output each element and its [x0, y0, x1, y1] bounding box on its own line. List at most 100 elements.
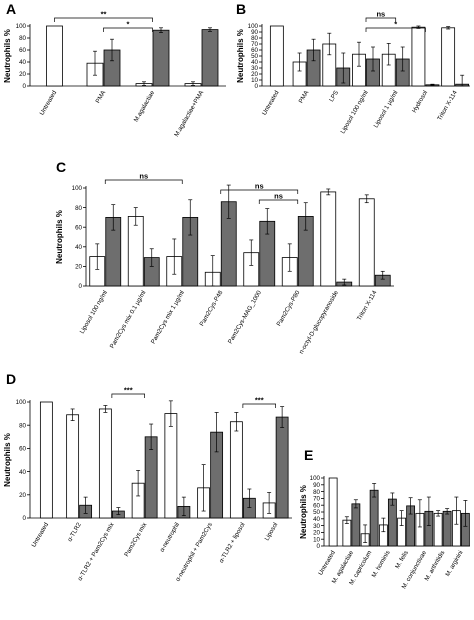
bar-white — [441, 27, 456, 87]
bar-gray — [351, 503, 361, 547]
bar-gray — [387, 498, 397, 547]
bar-gray — [442, 510, 452, 547]
y-tick-label: 30 — [251, 65, 258, 72]
y-tick-label: 70 — [313, 496, 320, 503]
y-tick-label: 0 — [79, 283, 83, 290]
y-tick-label: 60 — [19, 446, 26, 453]
significance-label: *** — [124, 386, 133, 395]
significance-label: ns — [274, 192, 283, 201]
category-label: α-neutrophil — [159, 522, 181, 554]
category-label: Pam2Cys mix 0.1 µg/ml — [109, 290, 148, 350]
category-label: α-TLR2 + Pam2Cys mix — [77, 521, 117, 582]
y-tick-label: 20 — [19, 71, 26, 78]
category-label: α-neutrophil + Pam2Cys — [174, 522, 213, 583]
bar-white — [433, 512, 443, 547]
category-label: M. arginini — [444, 550, 464, 578]
y-tick-label: 40 — [19, 469, 26, 476]
significance-label: ns — [376, 10, 385, 19]
panel-letter: A — [6, 1, 16, 17]
y-tick-label: 80 — [19, 422, 26, 429]
category-label: n-octyl-D-glucopyranoside — [298, 289, 340, 355]
panel-letter: E — [304, 447, 313, 463]
category-label: M.agalactiae — [133, 89, 157, 123]
significance-label: * — [394, 20, 397, 29]
y-tick-label: 40 — [19, 59, 26, 66]
y-tick-label: 80 — [75, 205, 82, 212]
y-tick-label: 10 — [251, 77, 258, 84]
y-axis-label: Neutrophils % — [3, 29, 12, 83]
significance-bracket — [104, 179, 183, 184]
y-tick-label: 100 — [310, 475, 321, 482]
y-tick-label: 50 — [313, 509, 320, 516]
significance-label: *** — [255, 396, 264, 405]
y-tick-label: 10 — [313, 536, 320, 543]
y-tick-label: 40 — [313, 516, 320, 523]
y-tick-label: 40 — [251, 59, 258, 66]
y-tick-label: 60 — [251, 47, 258, 54]
y-tick-label: 50 — [251, 53, 258, 60]
bar-white — [164, 413, 178, 519]
panel-a: A Neutrophils % 0 20 40 60 80 100 Untreated PMA M.… — [3, 1, 226, 138]
category-label: PMA — [298, 89, 311, 105]
category-label: Pam2Cys mix — [123, 521, 149, 558]
y-tick-label: 0 — [255, 83, 259, 90]
significance-bracket — [54, 17, 153, 22]
significance-bracket — [111, 393, 145, 398]
bar-white — [342, 519, 352, 547]
y-tick-label: 80 — [313, 489, 320, 496]
category-label: α-TLR2 — [66, 521, 83, 543]
significance-bracket — [242, 403, 276, 408]
y-tick-label: 20 — [75, 264, 82, 271]
y-tick-label: 0 — [317, 543, 321, 550]
category-label: Untreated — [261, 89, 281, 117]
y-tick-label: 20 — [313, 530, 320, 537]
y-tick-label: 100 — [248, 23, 259, 30]
y-tick-label: 40 — [75, 244, 82, 251]
y-axis-label: Neutrophils % — [236, 29, 245, 83]
bar-white — [98, 408, 112, 519]
y-tick-label: 90 — [313, 482, 320, 489]
panel-d: D Neutrophils % 0 20 40 60 80 100 Untreated α-TLR… — [3, 371, 292, 583]
y-tick-label: 100 — [72, 185, 83, 192]
bar-white — [269, 25, 284, 87]
y-tick-label: 60 — [19, 47, 26, 54]
bar-white — [411, 26, 426, 87]
category-label: Pam2Cys-P80 — [275, 289, 301, 328]
bar-white — [46, 25, 63, 87]
category-label: Triton X-114 — [436, 89, 459, 122]
bar-gray — [369, 489, 379, 547]
y-axis-label: Neutrophils % — [3, 433, 12, 487]
significance-label: * — [127, 20, 130, 29]
significance-label: ns — [139, 172, 148, 181]
y-tick-label: 80 — [251, 35, 258, 42]
significance-label: ** — [101, 10, 107, 19]
y-axis-label: Neutrophils % — [55, 210, 64, 264]
y-axis-label: Neutrophils % — [299, 485, 308, 539]
y-tick-label: 80 — [19, 35, 26, 42]
y-tick-label: 0 — [23, 83, 27, 90]
bar-white — [358, 198, 375, 287]
category-label: M. hominis — [371, 550, 392, 579]
category-label: Untreated — [317, 549, 337, 577]
y-tick-label: 20 — [19, 492, 26, 499]
category-label: Untreated — [39, 89, 59, 117]
bar-gray — [201, 29, 219, 87]
y-tick-label: 60 — [313, 502, 320, 509]
bar-white — [328, 477, 338, 547]
category-label: Hydrosol — [411, 90, 429, 115]
category-label: α-TLR2 + liposol — [218, 522, 247, 565]
category-label: LPS — [328, 90, 340, 104]
category-label: Liposol 100 ng/ml — [79, 290, 109, 336]
significance-bracket — [103, 27, 153, 32]
category-label: Pam2Cys-MAG_1000 — [227, 289, 263, 345]
bar-white — [127, 216, 144, 287]
bar-white — [229, 421, 243, 519]
category-label: M.agalactiae+PMA — [173, 89, 206, 138]
significance-bracket — [258, 199, 299, 204]
y-tick-label: 70 — [251, 41, 258, 48]
panel-letter: D — [6, 371, 16, 387]
significance-bracket — [365, 17, 397, 22]
